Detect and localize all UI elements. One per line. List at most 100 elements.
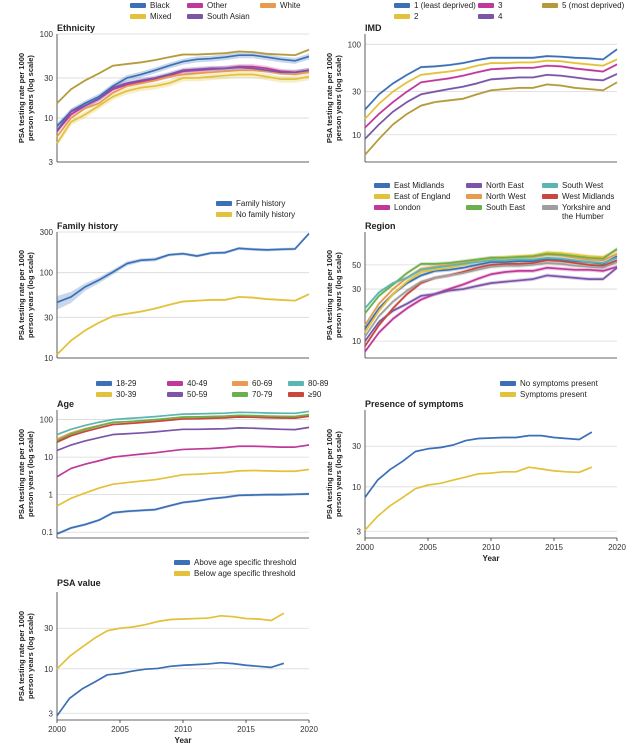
legend-swatch [500, 381, 516, 386]
x-axis-label: Year [175, 736, 192, 745]
y-axis-label: PSA testing rate per 1000person years (l… [17, 250, 35, 340]
legend-item: Mixed [130, 12, 171, 21]
chart-title: Region [365, 221, 396, 231]
legend-item: Yorkshire and the Humber [542, 203, 611, 221]
series-line-0 [364, 431, 593, 498]
legend-item: London [374, 203, 421, 212]
chart-title: Age [57, 399, 74, 409]
legend-label: East of England [394, 192, 450, 201]
series-line-5 [56, 48, 310, 104]
chart-family: Family history 10 30 100 300 PSA testing rate… [17, 199, 310, 363]
legend-label: South West [562, 181, 604, 190]
legend-item: No symptoms present [500, 379, 599, 388]
y-tick-label: 3 [49, 158, 54, 167]
legend-label: 4 [498, 12, 503, 21]
legend-label: White [280, 1, 301, 10]
legend-swatch [130, 14, 146, 19]
chart-title: Presence of symptoms [365, 399, 464, 409]
legend-label: 60-69 [252, 379, 273, 388]
y-axis-label-line: person years (log scale) [334, 55, 343, 141]
legend-swatch [478, 3, 494, 8]
y-tick-label: 3 [357, 527, 362, 536]
x-tick-label: 2010 [174, 725, 192, 734]
y-tick-label: 10 [44, 114, 53, 123]
y-tick-label: 10 [44, 453, 53, 462]
series-line-4 [56, 66, 310, 132]
legend-label: Mixed [150, 12, 171, 21]
chart-psa: PSA value 3 10 30 PSA testing rate per 1000p… [17, 558, 318, 745]
legend-item: White [260, 1, 301, 10]
y-axis-label-line: person years (log scale) [334, 252, 343, 338]
legend-item: 4 [478, 12, 503, 21]
legend-label: 40-49 [187, 379, 208, 388]
legend-swatch [542, 205, 558, 210]
x-tick-label: 2020 [300, 725, 318, 734]
y-tick-label: 10 [352, 131, 361, 140]
y-axis-label-line: person years (log scale) [26, 55, 35, 141]
chart-title: PSA value [57, 578, 101, 588]
x-tick-label: 2015 [237, 725, 255, 734]
chart-title: IMD [365, 23, 382, 33]
legend-label: ≥90 [308, 390, 322, 399]
y-tick-label: 100 [40, 416, 54, 425]
legend-label: 18-29 [116, 379, 137, 388]
chart-title: Ethnicity [57, 23, 95, 33]
series-line-7 [56, 415, 310, 443]
series-band-4 [365, 81, 617, 157]
legend-swatch [542, 3, 558, 8]
series-line-0 [364, 255, 618, 330]
legend-item: 60-69 [232, 379, 273, 388]
legend-label: West Midlands [562, 192, 614, 201]
legend-swatch [96, 381, 112, 386]
y-axis-label-line: PSA testing rate per 1000 [17, 250, 26, 340]
legend-item: 1 (least deprived) [394, 1, 476, 10]
legend-swatch [500, 392, 516, 397]
y-tick-label: 10 [352, 483, 361, 492]
legend-item: South West [542, 181, 604, 190]
legend-swatch [394, 14, 410, 19]
legend-item: 70-79 [232, 390, 273, 399]
legend-item: West Midlands [542, 192, 614, 201]
legend-swatch [260, 3, 276, 8]
legend-item: Symptoms present [500, 390, 587, 399]
series-line-5 [56, 413, 310, 442]
series-line-1 [364, 58, 618, 120]
legend-label: South Asian [207, 12, 250, 21]
series-line-3 [56, 426, 310, 452]
series-line-0 [56, 493, 310, 535]
chart-imd: IMD 10 30 100 PSA testing rate per 1000perso… [325, 1, 625, 163]
series-band-0 [57, 232, 309, 310]
legend-swatch [466, 205, 482, 210]
legend-label: 80-89 [308, 379, 329, 388]
y-tick-label: 10 [44, 354, 53, 363]
series-band-0 [365, 431, 592, 499]
y-axis-label-line: PSA testing rate per 1000 [17, 429, 26, 519]
legend-label: 30-39 [116, 390, 137, 399]
legend-label: London [394, 203, 421, 212]
series-line-2 [56, 69, 310, 138]
chart-title: Family history [57, 221, 118, 231]
legend-label: Other [207, 1, 227, 10]
legend-label: 70-79 [252, 390, 273, 399]
legend-swatch [466, 194, 482, 199]
legend-label: Below age specific threshold [194, 569, 295, 578]
y-axis-label: PSA testing rate per 1000person years (l… [17, 429, 35, 519]
y-tick-label: 300 [40, 228, 54, 237]
y-axis-label-line: person years (log scale) [334, 431, 343, 517]
series-line-0 [56, 54, 310, 127]
legend-swatch [232, 381, 248, 386]
legend-swatch [374, 194, 390, 199]
series-line-2 [364, 265, 618, 353]
y-tick-label: 30 [352, 442, 361, 451]
legend-item: East Midlands [374, 181, 444, 190]
legend-swatch [96, 392, 112, 397]
legend-label: No symptoms present [520, 379, 599, 388]
legend-item: 5 (most deprived) [542, 1, 625, 10]
legend-swatch [187, 3, 203, 8]
legend-swatch [374, 183, 390, 188]
series-line-0 [364, 48, 618, 111]
series-line-2 [364, 63, 618, 129]
legend-label: Yorkshire and the Humber [562, 203, 611, 221]
